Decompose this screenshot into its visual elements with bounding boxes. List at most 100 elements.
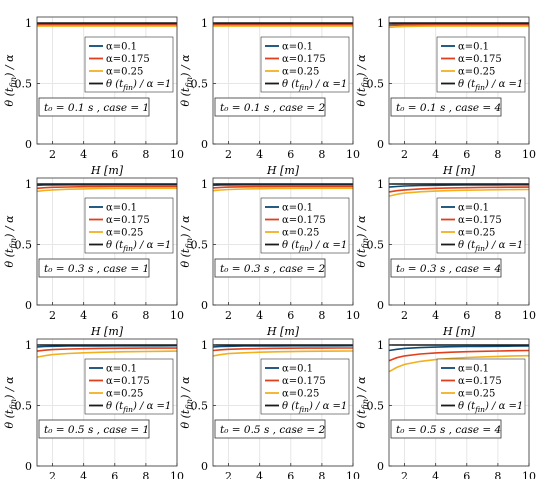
x-tick-label: 2 xyxy=(225,470,232,479)
legend-entry: α=0.175 xyxy=(458,54,502,65)
legend-entry: α=0.1 xyxy=(282,364,313,375)
x-tick-label: 8 xyxy=(142,309,149,322)
x-tick-label: 8 xyxy=(142,470,149,479)
x-tick-label: 8 xyxy=(494,470,501,479)
x-tick-label: 4 xyxy=(80,148,87,161)
legend-entry: α=0.175 xyxy=(458,215,502,226)
legend-entry: α=0.175 xyxy=(282,215,326,226)
x-tick-label: 10 xyxy=(170,148,184,161)
x-axis-label: H [m] xyxy=(442,325,476,338)
x-tick-label: 8 xyxy=(318,470,325,479)
x-tick-label: 4 xyxy=(256,309,263,322)
x-tick-label: 2 xyxy=(401,148,408,161)
y-axis-label: θ (tfin) / α xyxy=(3,215,18,268)
y-tick-label: 0 xyxy=(377,299,384,312)
y-axis-label: θ (tfin) / α xyxy=(355,54,370,107)
x-tick-label: 4 xyxy=(432,470,439,479)
legend-entry: α=0.175 xyxy=(106,54,150,65)
x-tick-label: 6 xyxy=(463,309,470,322)
case-annotation: t₀ = 0.1 s , case = 4 xyxy=(396,102,501,114)
y-axis-label: θ (tfin) / α xyxy=(3,54,18,107)
legend-entry: α=0.1 xyxy=(106,364,137,375)
y-tick-label: 1 xyxy=(25,339,32,352)
x-tick-label: 6 xyxy=(287,309,294,322)
x-tick-label: 2 xyxy=(49,309,56,322)
legend-entry: α=0.25 xyxy=(282,389,319,400)
x-tick-label: 4 xyxy=(432,309,439,322)
legend-entry: α=0.1 xyxy=(106,203,137,214)
x-tick-label: 10 xyxy=(346,470,360,479)
y-tick-label: 0 xyxy=(25,138,32,151)
x-tick-label: 4 xyxy=(80,470,87,479)
y-axis-label: θ (tfin) / α xyxy=(179,215,194,268)
case-annotation: t₀ = 0.5 s , case = 4 xyxy=(396,424,501,436)
case-annotation: t₀ = 0.3 s , case = 2 xyxy=(220,263,326,275)
case-annotation: t₀ = 0.1 s , case = 1 xyxy=(44,102,149,114)
x-tick-label: 10 xyxy=(170,309,184,322)
legend-entry: α=0.175 xyxy=(458,376,502,387)
case-annotation: t₀ = 0.5 s , case = 1 xyxy=(44,424,149,436)
x-tick-label: 6 xyxy=(463,470,470,479)
legend-entry: α=0.1 xyxy=(106,42,137,53)
x-tick-label: 10 xyxy=(522,470,536,479)
x-tick-label: 4 xyxy=(256,470,263,479)
x-tick-label: 6 xyxy=(287,148,294,161)
legend-entry: α=0.1 xyxy=(458,42,489,53)
x-axis-label: H [m] xyxy=(266,164,300,177)
legend-entry: α=0.25 xyxy=(458,228,495,239)
y-tick-label: 1 xyxy=(201,17,208,30)
legend-entry: α=0.1 xyxy=(282,42,313,53)
x-tick-label: 10 xyxy=(346,309,360,322)
legend-entry: α=0.25 xyxy=(106,67,143,78)
x-tick-label: 6 xyxy=(111,470,118,479)
x-tick-label: 6 xyxy=(111,148,118,161)
y-tick-label: 1 xyxy=(25,178,32,191)
x-tick-label: 4 xyxy=(432,148,439,161)
x-tick-label: 2 xyxy=(225,148,232,161)
y-tick-label: 0 xyxy=(25,460,32,473)
x-tick-label: 4 xyxy=(256,148,263,161)
legend-entry: α=0.25 xyxy=(106,389,143,400)
x-tick-label: 2 xyxy=(49,470,56,479)
legend-entry: α=0.1 xyxy=(282,203,313,214)
x-tick-label: 2 xyxy=(401,309,408,322)
x-tick-label: 10 xyxy=(522,309,536,322)
legend-entry: α=0.25 xyxy=(282,67,319,78)
y-tick-label: 1 xyxy=(377,178,384,191)
x-tick-label: 2 xyxy=(225,309,232,322)
y-tick-label: 1 xyxy=(377,339,384,352)
x-tick-label: 10 xyxy=(522,148,536,161)
legend-entry: α=0.1 xyxy=(458,203,489,214)
legend-entry: α=0.175 xyxy=(282,54,326,65)
case-annotation: t₀ = 0.3 s , case = 4 xyxy=(396,263,501,275)
x-tick-label: 4 xyxy=(80,309,87,322)
x-tick-label: 6 xyxy=(111,309,118,322)
x-tick-label: 6 xyxy=(463,148,470,161)
x-axis-label: H [m] xyxy=(90,325,124,338)
x-tick-label: 2 xyxy=(401,470,408,479)
x-axis-label: H [m] xyxy=(90,164,124,177)
x-axis-label: H [m] xyxy=(442,164,476,177)
y-tick-label: 1 xyxy=(201,339,208,352)
y-tick-label: 0 xyxy=(377,460,384,473)
x-tick-label: 8 xyxy=(494,309,501,322)
x-axis-label: H [m] xyxy=(266,325,300,338)
legend-entry: α=0.25 xyxy=(458,389,495,400)
x-tick-label: 10 xyxy=(170,470,184,479)
x-tick-label: 8 xyxy=(318,148,325,161)
